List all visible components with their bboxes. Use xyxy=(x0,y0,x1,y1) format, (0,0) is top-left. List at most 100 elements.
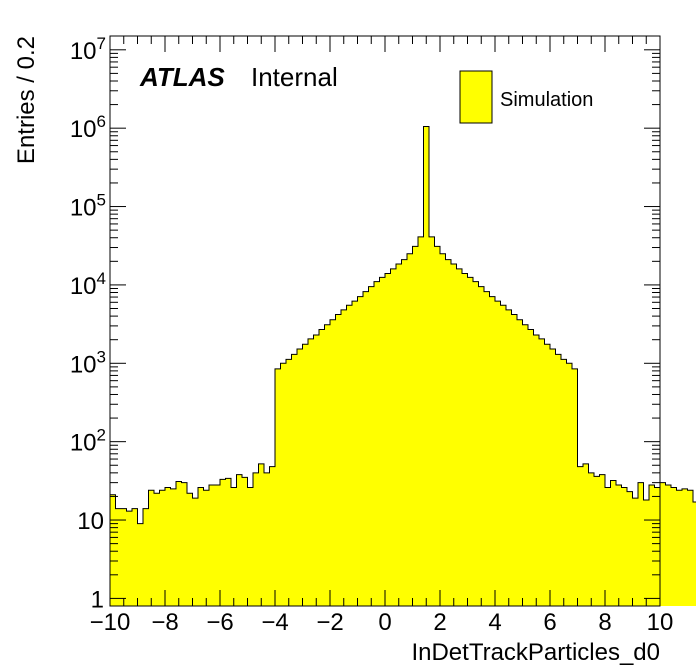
x-tick-label: 10 xyxy=(647,609,674,636)
legend: Simulation xyxy=(459,70,593,124)
histogram-bar xyxy=(462,273,468,606)
histogram-bar xyxy=(473,281,479,606)
histogram-bar xyxy=(198,487,204,606)
x-tick-label: 6 xyxy=(543,609,556,636)
histogram-bar xyxy=(478,286,484,606)
histogram-bar xyxy=(456,268,462,606)
histogram-bar xyxy=(500,305,506,606)
histogram-bar xyxy=(302,344,308,606)
histogram-bar xyxy=(429,236,435,606)
histogram-bar xyxy=(115,508,121,606)
histogram-bar xyxy=(280,363,286,606)
histogram-bar xyxy=(539,338,545,606)
histogram-bar xyxy=(561,359,567,606)
axis-ticks xyxy=(109,36,661,606)
histogram-bar xyxy=(396,263,402,606)
histogram-bar xyxy=(330,319,336,606)
histogram-bar xyxy=(187,493,193,606)
histogram-bar xyxy=(566,363,572,606)
atlas-label-text: ATLAS xyxy=(139,62,225,92)
histogram-bar xyxy=(682,488,688,606)
histogram-bar xyxy=(511,314,517,606)
histogram-bar xyxy=(555,354,561,606)
x-tick-label: −10 xyxy=(90,609,131,636)
y-tick-label: 104 xyxy=(70,269,106,300)
histogram-bar xyxy=(374,281,380,606)
y-tick-label: 105 xyxy=(70,191,106,222)
histogram-bar xyxy=(110,494,116,606)
histogram-bar xyxy=(269,466,275,606)
histogram-bar xyxy=(643,500,649,606)
histogram-bar xyxy=(407,253,413,606)
legend-label-simulation: Simulation xyxy=(500,89,593,111)
histogram-bar xyxy=(445,259,451,606)
histogram-bar xyxy=(401,259,407,606)
y-tick-label: 10 xyxy=(77,508,104,535)
histogram-bar xyxy=(506,309,512,606)
histogram-bar xyxy=(132,508,138,606)
histogram-bar xyxy=(467,277,473,606)
histogram-bar xyxy=(550,349,556,606)
histogram-bar xyxy=(522,324,528,606)
histogram-bar xyxy=(159,490,165,606)
histogram-bar xyxy=(220,479,226,606)
histogram-bar xyxy=(154,493,160,606)
histogram-bar xyxy=(676,490,682,606)
histogram-bar xyxy=(434,246,440,606)
histogram-bar xyxy=(605,487,611,606)
histogram-bar xyxy=(385,273,391,606)
x-tick-label: 4 xyxy=(488,609,501,636)
histogram-outline xyxy=(109,126,696,606)
histogram-bar xyxy=(324,324,330,606)
histogram-bar xyxy=(440,253,446,606)
histogram-bar xyxy=(671,487,677,606)
axis-tick-labels: −10 −8 −6 −4 −2 0 2 4 6 8 10 1 10 102 103 104 105 106 107 xyxy=(70,34,674,636)
histogram-bars xyxy=(109,126,696,607)
histogram-bar xyxy=(236,474,242,606)
histogram-bar xyxy=(649,484,655,606)
histogram-bar xyxy=(341,309,347,606)
histogram-bar xyxy=(599,474,605,606)
histogram-bar xyxy=(621,487,627,606)
histogram-bar xyxy=(627,491,633,606)
histogram-bar xyxy=(319,329,325,606)
x-tick-label: 8 xyxy=(598,609,611,636)
histogram-bar xyxy=(544,344,550,606)
histogram-bar xyxy=(165,487,171,606)
histogram-bar xyxy=(588,472,594,606)
histogram-bar xyxy=(308,338,314,606)
histogram-bar xyxy=(137,523,143,606)
x-tick-label: −6 xyxy=(206,609,233,636)
histogram-bar xyxy=(192,498,198,606)
histogram-bar xyxy=(390,268,396,606)
x-tick-label: −8 xyxy=(151,609,178,636)
y-tick-label: 103 xyxy=(70,347,106,378)
histogram-bar xyxy=(363,291,369,606)
histogram-bar xyxy=(616,484,622,606)
atlas-label: ATLAS Internal xyxy=(139,62,338,92)
histogram-bar xyxy=(517,319,523,606)
histogram-bar xyxy=(231,487,237,606)
histogram-bar xyxy=(489,296,495,606)
histogram-bar xyxy=(176,481,182,606)
x-tick-label: −4 xyxy=(261,609,288,636)
histogram-bar xyxy=(583,463,589,606)
histogram-bar xyxy=(638,482,644,606)
histogram-bar xyxy=(528,329,534,606)
histogram-bar xyxy=(418,236,424,606)
histogram-bar xyxy=(665,484,671,606)
histogram-bar xyxy=(225,478,231,606)
histogram-bar xyxy=(121,508,127,606)
histogram-bar xyxy=(451,263,457,606)
histogram-bar xyxy=(660,482,666,606)
histogram-bar xyxy=(126,511,132,606)
histogram-bar xyxy=(423,126,429,607)
histogram-bar xyxy=(242,477,248,606)
histogram-bar xyxy=(297,349,303,606)
histogram-bar xyxy=(594,476,600,606)
histogram-bar xyxy=(572,368,578,606)
y-axis-title: Entries / 0.2 xyxy=(13,36,40,164)
histogram-bar xyxy=(533,334,539,606)
histogram-bar xyxy=(258,463,264,606)
